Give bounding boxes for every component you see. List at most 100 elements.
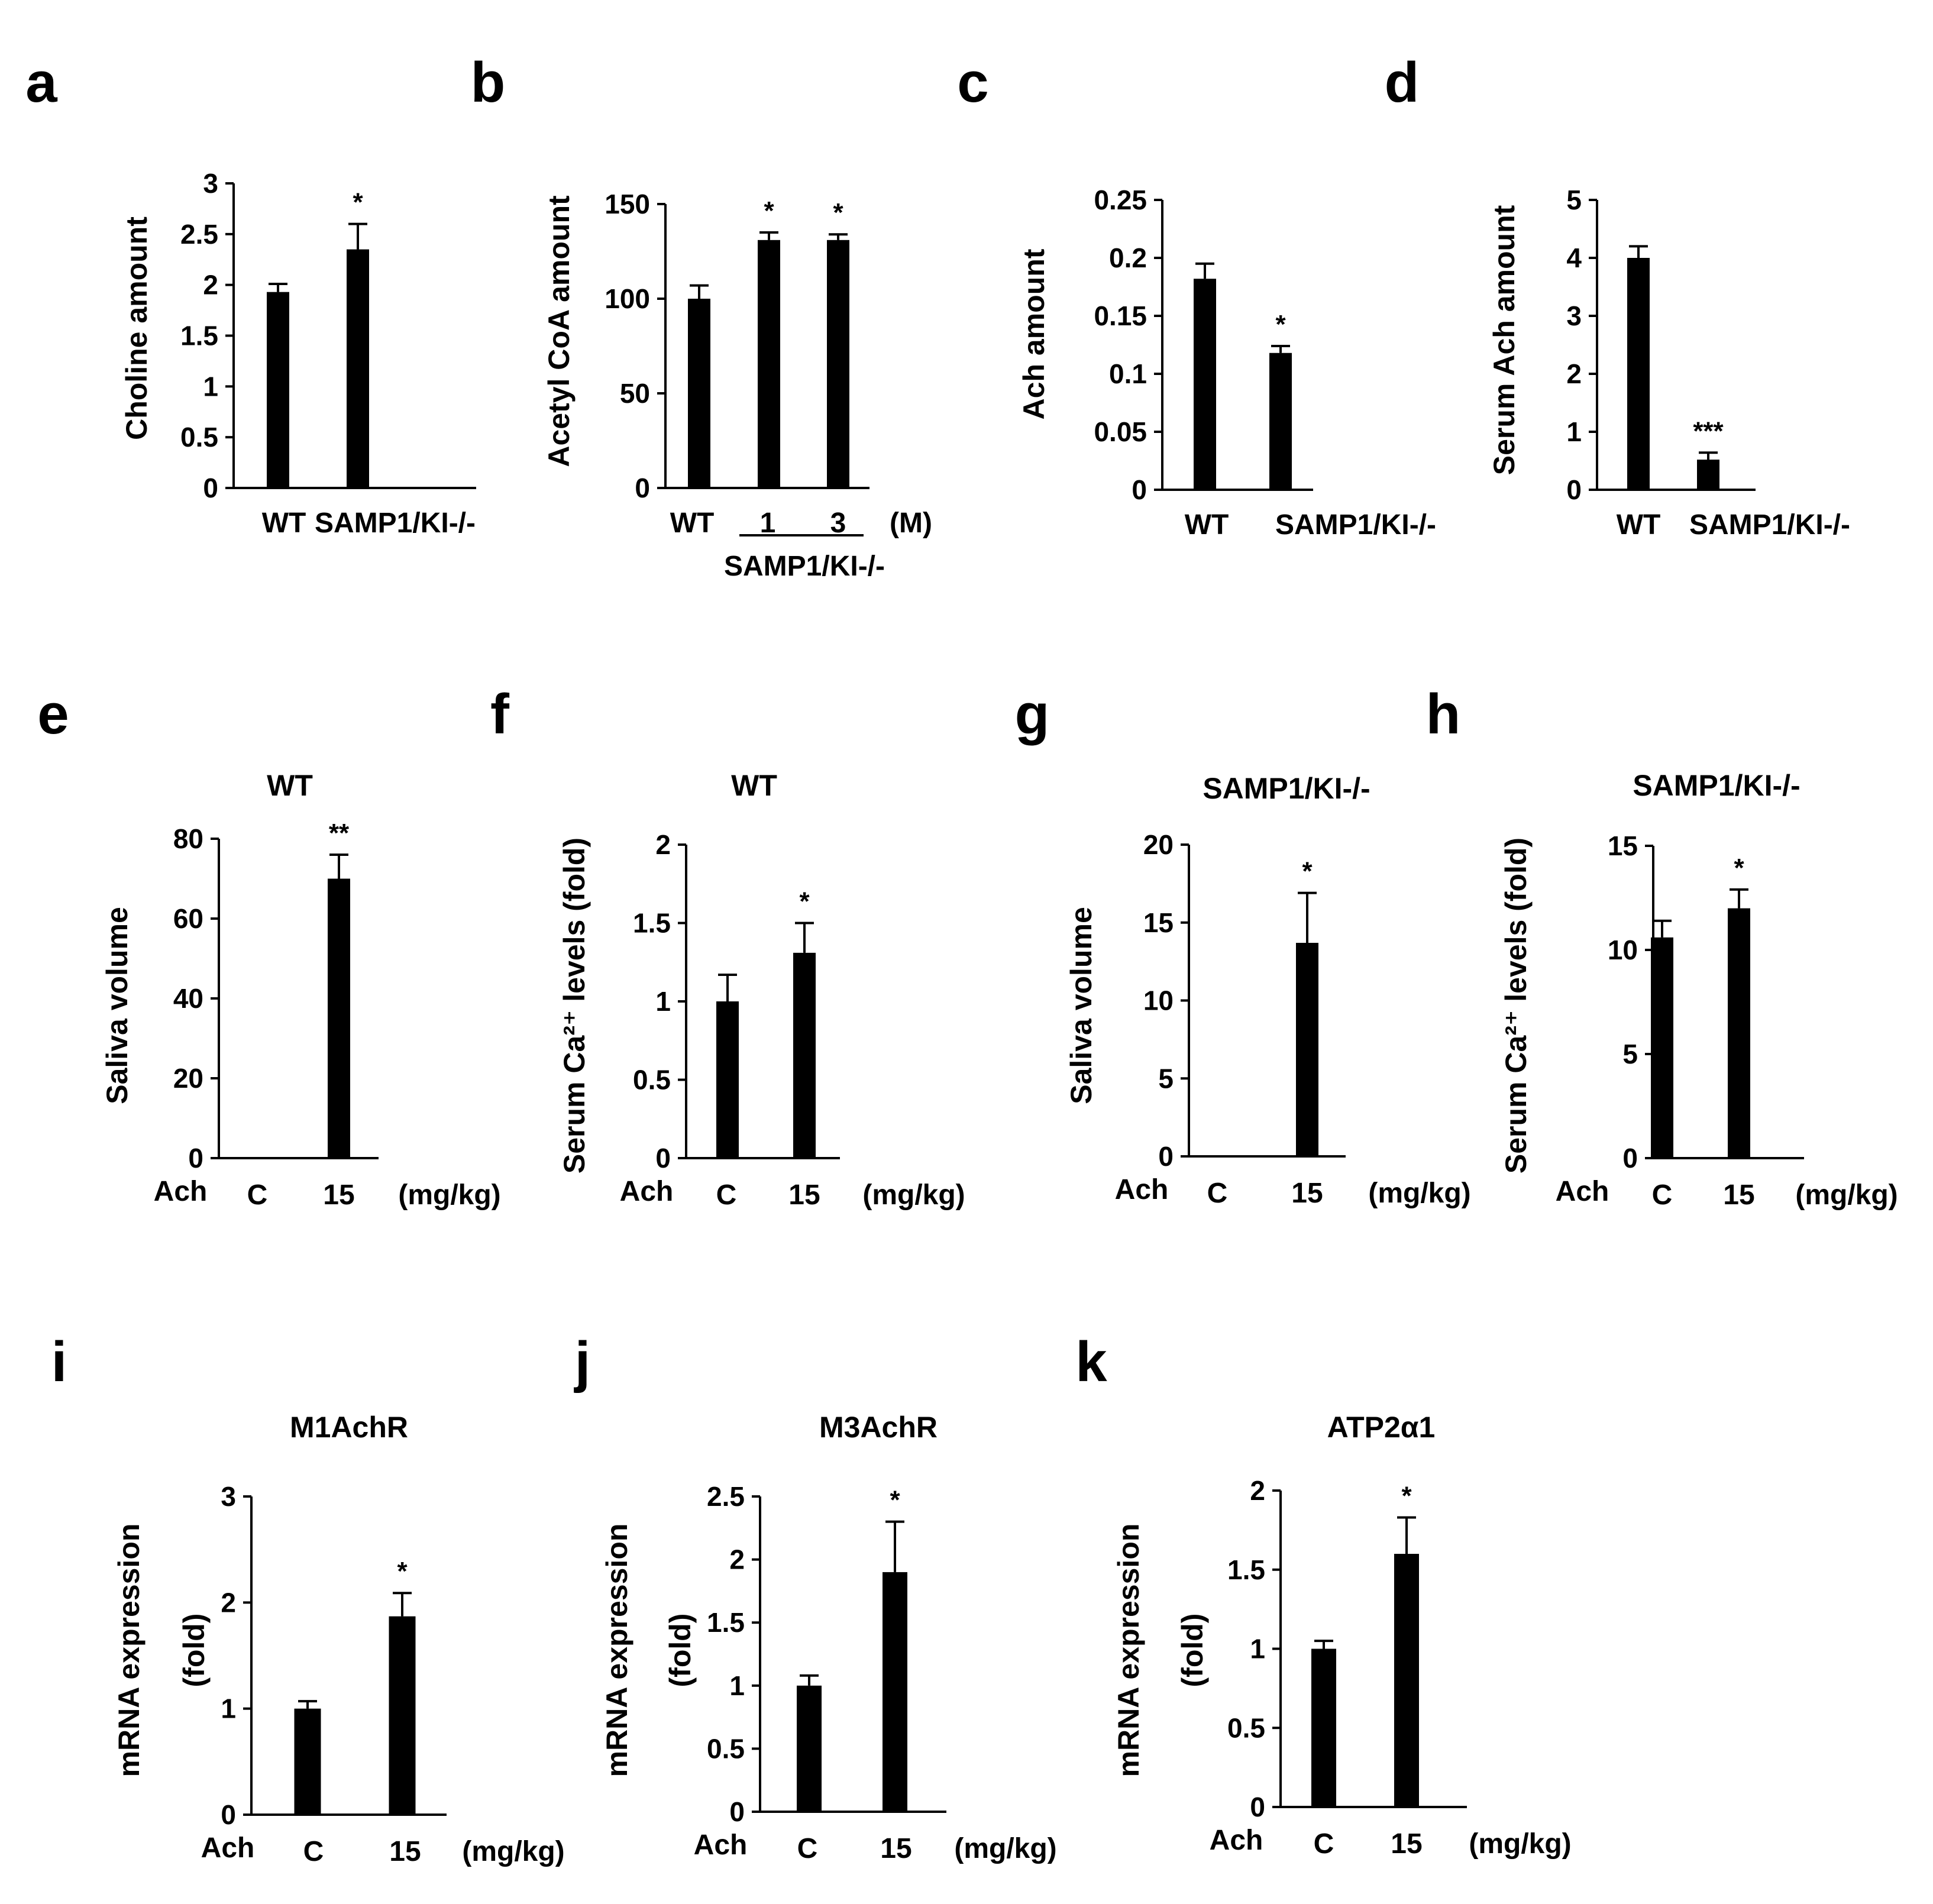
y-tick-label: 1.5: [707, 1607, 745, 1638]
panel-f: f WT 0 0.5 1 1.5 2 Serum Ca²⁺ levels (fold) * C 15…: [490, 683, 965, 1211]
bar-SAMP1/KI-/-: [347, 249, 369, 488]
significance-marker: *: [1734, 854, 1744, 883]
y-tick-label: 0: [188, 1143, 203, 1174]
y-axis-label-line2: (fold): [1176, 1614, 1209, 1688]
x-unit-label: (mg/kg): [1368, 1178, 1470, 1209]
y-axis-label: mRNA expression: [600, 1524, 633, 1777]
y-tick-label: 0.5: [633, 1065, 671, 1095]
y-tick-label: 1: [221, 1693, 236, 1724]
bar-15: [1728, 908, 1750, 1158]
x-category-label: 15: [880, 1833, 911, 1864]
x-category-label: SAMP1/KI-/-: [1689, 509, 1850, 541]
bar-15: [389, 1616, 416, 1815]
x-category-label: SAMP1/KI-/-: [1275, 509, 1436, 541]
x-prefix-label: Ach: [694, 1829, 748, 1861]
x-unit-label: (mg/kg): [862, 1179, 965, 1211]
significance-marker: ***: [1693, 416, 1724, 445]
y-tick-label: 2: [203, 270, 218, 300]
bar-15: [1296, 943, 1318, 1156]
x-category-label: C: [303, 1836, 324, 1867]
y-tick-label: 0.15: [1094, 300, 1147, 331]
significance-marker: *: [833, 198, 843, 227]
y-tick-label: 0: [1622, 1143, 1638, 1174]
panel-letter: h: [1426, 683, 1461, 746]
y-tick-label: 80: [173, 823, 203, 854]
y-tick-label: 0: [1158, 1141, 1174, 1172]
x-unit-label: (mg/kg): [1795, 1179, 1898, 1211]
y-tick-label: 1.5: [180, 321, 218, 351]
panel-letter: d: [1385, 51, 1420, 114]
y-axis-label: mRNA expression: [1112, 1524, 1145, 1777]
x-prefix-label: Ach: [1115, 1174, 1169, 1205]
y-tick-label: 1.5: [633, 908, 671, 939]
y-tick-label: 3: [203, 168, 218, 199]
bar-1: [758, 240, 780, 488]
y-tick-label: 2.5: [180, 219, 218, 250]
bar-WT: [688, 299, 710, 488]
x-category-label: C: [1314, 1828, 1334, 1860]
y-tick-label: 5: [1622, 1039, 1638, 1069]
panel-h: h SAMP1/KI-/- 0 5 10 15 Serum Ca²⁺ levels (fol…: [1426, 683, 1898, 1211]
bar-C: [294, 1708, 321, 1815]
y-axis-label: Choline amount: [120, 216, 153, 440]
panel-j: j M3AchR 0 0.5 1 1.5 2 2.5 mRNA expression (fold)…: [574, 1330, 1057, 1864]
x-category-label: C: [1207, 1178, 1228, 1209]
chart-title: M1AchR: [290, 1411, 408, 1444]
y-tick-label: 2: [221, 1587, 236, 1618]
y-axis-label: Ach amount: [1017, 248, 1050, 419]
panel-letter: c: [957, 51, 988, 114]
y-tick-label: 0: [655, 1143, 671, 1174]
bar-15: [1394, 1554, 1419, 1807]
x-category-label: 15: [323, 1179, 354, 1211]
y-tick-label: 100: [605, 283, 650, 314]
chart-title: SAMP1/KI-/-: [1633, 769, 1800, 802]
y-tick-label: 5: [1566, 185, 1582, 215]
y-tick-label: 10: [1143, 985, 1174, 1016]
panel-e: e WT 0 20 40 60 80 Saliva volume ** C 15 Ach (mg/kg): [37, 683, 500, 1211]
y-axis-label: Serum Ca²⁺ levels (fold): [1499, 838, 1533, 1174]
significance-marker: *: [764, 196, 774, 225]
y-tick-label: 2: [1250, 1475, 1265, 1506]
y-tick-label: 2: [655, 829, 671, 860]
y-tick-label: 2: [1566, 358, 1582, 389]
y-tick-label: 1: [655, 986, 671, 1017]
x-unit-label: (mg/kg): [1469, 1828, 1571, 1860]
x-category-label: 15: [788, 1179, 820, 1211]
y-axis-label: Acetyl CoA amount: [542, 195, 576, 467]
x-category-label: WT: [670, 507, 715, 539]
y-tick-label: 1: [729, 1670, 745, 1701]
group-label: SAMP1/KI-/-: [724, 551, 885, 582]
y-tick-label: 0.5: [707, 1733, 745, 1764]
panel-letter: j: [574, 1330, 591, 1394]
y-tick-label: 0.5: [180, 422, 218, 452]
y-tick-label: 0.05: [1094, 416, 1147, 447]
y-tick-label: 2: [729, 1544, 745, 1575]
significance-marker: *: [397, 1557, 408, 1586]
x-category-label: 15: [389, 1836, 421, 1867]
x-unit-label: (mg/kg): [462, 1836, 564, 1867]
panel-b: b 0 50 100 150 Acetyl CoA amount * * WT 1 3 (M)SAMP…: [471, 51, 932, 582]
bar-15: [793, 952, 816, 1158]
y-tick-label: 20: [1143, 829, 1174, 860]
x-category-label: C: [716, 1179, 737, 1211]
y-tick-label: 3: [1566, 300, 1582, 331]
y-tick-label: 0.25: [1094, 185, 1147, 215]
panel-g: g SAMP1/KI-/- 0 5 10 15 20 Saliva volume * C 15 Ach…: [1015, 683, 1471, 1209]
y-tick-label: 4: [1566, 243, 1582, 273]
x-category-label: C: [247, 1179, 268, 1211]
y-tick-label: 0: [1250, 1792, 1265, 1822]
y-tick-label: 40: [173, 983, 203, 1014]
significance-marker: *: [1302, 857, 1313, 886]
x-unit-label: (M): [890, 507, 932, 539]
x-category-label: 1: [760, 507, 776, 539]
significance-marker: *: [353, 188, 363, 217]
bar-15: [328, 878, 350, 1158]
y-tick-label: 3: [221, 1481, 236, 1512]
y-tick-label: 1: [1250, 1634, 1265, 1664]
panel-letter: e: [37, 683, 69, 746]
y-tick-label: 0: [1566, 474, 1582, 505]
panel-letter: g: [1015, 683, 1050, 746]
x-category-label: 15: [1723, 1179, 1754, 1211]
panel-letter: i: [51, 1330, 67, 1394]
x-category-label: WT: [1185, 509, 1229, 541]
